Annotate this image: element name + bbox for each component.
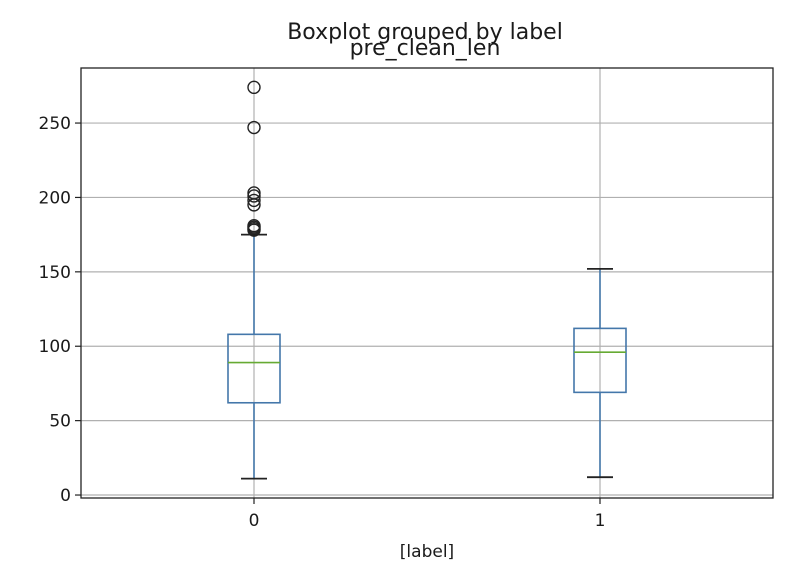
x-tick-label: 0: [249, 511, 260, 531]
y-tick-label: 50: [49, 412, 71, 432]
box-group-0: [227, 80, 281, 480]
outlier-point: [247, 186, 261, 200]
tick-layer: 0 50 100 150 200 250 0 1: [39, 114, 606, 531]
iqr-box: [227, 333, 281, 404]
outlier-point: [247, 120, 261, 135]
y-tick-label: 150: [39, 263, 71, 283]
outlier-point: [247, 193, 261, 208]
outlier-point: [247, 219, 261, 233]
y-tick-label: 100: [39, 337, 71, 357]
chart-suptitle: Boxplot grouped by label: [287, 20, 563, 45]
chart-title: pre_clean_len: [350, 36, 501, 61]
x-tick-label: 1: [595, 511, 606, 531]
y-tick-label: 0: [60, 486, 71, 506]
box-group-1: [573, 267, 627, 479]
grid-lines: [81, 68, 773, 498]
outlier-point: [247, 80, 261, 95]
y-tick-label: 250: [39, 114, 71, 134]
y-tick-label: 200: [39, 188, 71, 208]
plot-frame: [80, 67, 774, 499]
x-axis-label: [label]: [400, 542, 454, 562]
iqr-box: [573, 327, 627, 394]
box-layer: [227, 80, 627, 480]
